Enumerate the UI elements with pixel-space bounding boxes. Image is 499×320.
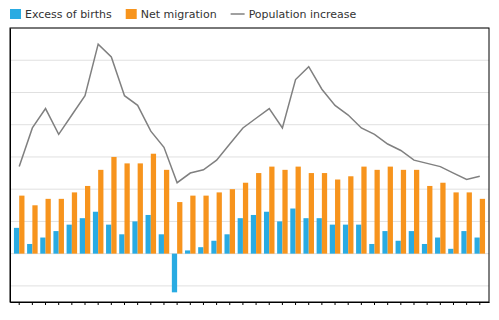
- bar: [448, 249, 453, 254]
- bar: [230, 189, 235, 253]
- bar: [317, 218, 322, 253]
- grid: [10, 28, 489, 286]
- bar: [138, 163, 143, 253]
- bar: [453, 192, 458, 253]
- bar: [106, 225, 111, 254]
- legend-swatch: [126, 9, 137, 19]
- bar: [322, 173, 327, 254]
- bar: [348, 176, 353, 253]
- plot: [10, 28, 490, 305]
- bar: [217, 192, 222, 253]
- bar: [401, 170, 406, 254]
- bar: [440, 183, 445, 254]
- bar: [427, 186, 432, 254]
- legend-label: Population increase: [249, 8, 357, 21]
- bar: [356, 225, 361, 254]
- bar: [190, 196, 195, 254]
- bar: [185, 250, 190, 253]
- grid-line: [10, 285, 489, 286]
- marks: [14, 44, 485, 292]
- bar: [159, 234, 164, 253]
- legend-swatch: [10, 9, 21, 19]
- legend-item: Population increase: [231, 8, 357, 21]
- grid-line: [10, 92, 489, 93]
- bar: [243, 183, 248, 254]
- bar: [422, 244, 427, 254]
- bar: [53, 231, 58, 254]
- bar: [151, 154, 156, 254]
- bar: [309, 173, 314, 254]
- bar: [46, 199, 51, 254]
- bar: [264, 212, 269, 254]
- legend-item: Excess of births: [10, 8, 112, 21]
- bar: [238, 218, 243, 253]
- bar: [203, 196, 208, 254]
- bar: [480, 199, 485, 254]
- bar: [146, 215, 151, 254]
- bar: [40, 238, 45, 254]
- bar: [172, 254, 177, 293]
- bar: [330, 225, 335, 254]
- bar: [269, 167, 274, 254]
- bar: [277, 221, 282, 253]
- bar: [256, 173, 261, 254]
- bar: [14, 228, 19, 254]
- bar: [435, 238, 440, 254]
- bar: [388, 167, 393, 254]
- grid-line: [10, 60, 489, 61]
- bar: [124, 163, 129, 253]
- bar: [467, 192, 472, 253]
- bar: [396, 241, 401, 254]
- bar: [72, 192, 77, 253]
- chart: Excess of births Net migration Population …: [0, 0, 499, 320]
- bar: [382, 231, 387, 254]
- legend: Excess of births Net migration Population …: [10, 8, 357, 21]
- bar: [290, 209, 295, 254]
- legend-swatch: [231, 13, 245, 15]
- bar: [475, 238, 480, 254]
- bar: [85, 186, 90, 254]
- bar: [27, 244, 32, 254]
- bar: [67, 225, 72, 254]
- line: [19, 44, 480, 183]
- legend-label: Excess of births: [25, 8, 112, 21]
- legend-label: Net migration: [141, 8, 217, 21]
- bar: [164, 170, 169, 254]
- bar: [343, 225, 348, 254]
- bar: [461, 231, 466, 254]
- bar: [375, 170, 380, 254]
- bar: [409, 231, 414, 254]
- bar: [93, 212, 98, 254]
- bar: [335, 180, 340, 254]
- bar: [132, 221, 137, 253]
- bar: [32, 205, 37, 253]
- plot-frame: [10, 28, 489, 302]
- bar: [19, 196, 24, 254]
- bar: [361, 167, 366, 254]
- bar: [211, 241, 216, 254]
- bar: [119, 234, 124, 253]
- bar: [111, 157, 116, 254]
- bar: [198, 247, 203, 253]
- bar: [369, 244, 374, 254]
- bar: [224, 234, 229, 253]
- grid-line: [10, 156, 489, 157]
- bar: [251, 215, 256, 254]
- bar: [177, 202, 182, 254]
- bar: [303, 218, 308, 253]
- legend-item: Net migration: [126, 8, 217, 21]
- bar: [296, 167, 301, 254]
- bar: [80, 218, 85, 253]
- bar-series: [19, 154, 485, 254]
- bar: [59, 199, 64, 254]
- bar: [98, 170, 103, 254]
- bar: [282, 170, 287, 254]
- grid-line: [10, 124, 489, 125]
- bar: [414, 170, 419, 254]
